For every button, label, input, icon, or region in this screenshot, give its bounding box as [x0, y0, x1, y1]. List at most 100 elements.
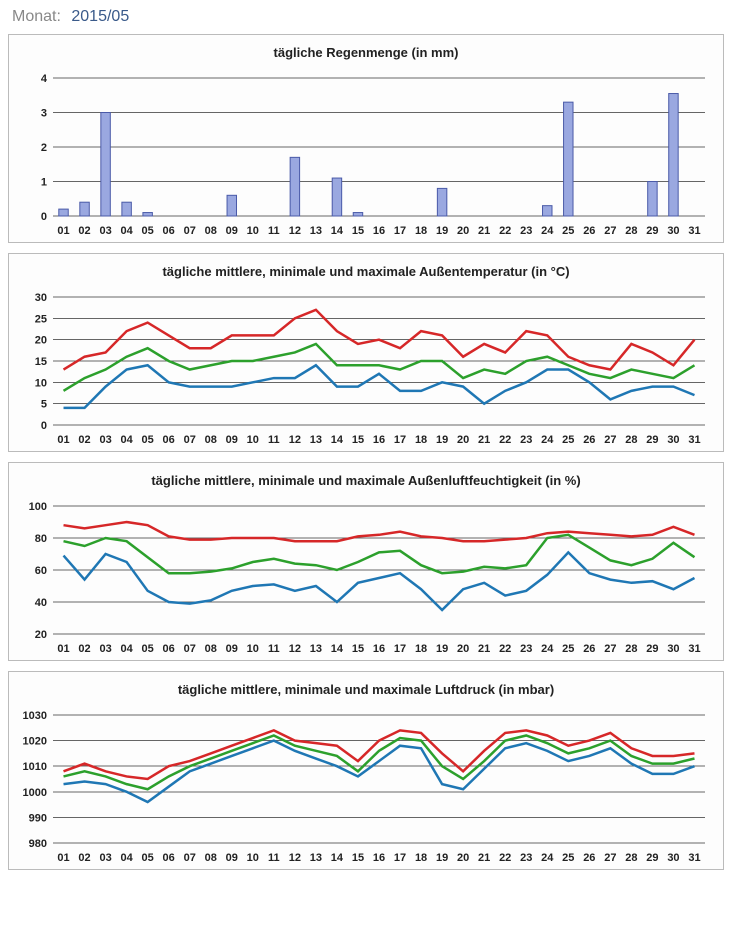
svg-text:27: 27	[604, 643, 616, 655]
header-value: 2015/05	[71, 8, 129, 25]
svg-text:04: 04	[120, 434, 133, 446]
rain-bar	[122, 202, 131, 216]
svg-text:15: 15	[352, 643, 364, 655]
svg-text:27: 27	[604, 434, 616, 446]
svg-text:26: 26	[583, 434, 595, 446]
svg-text:06: 06	[163, 852, 175, 864]
svg-text:20: 20	[457, 643, 469, 655]
svg-text:18: 18	[415, 852, 427, 864]
svg-text:07: 07	[184, 852, 196, 864]
svg-text:16: 16	[373, 852, 385, 864]
svg-text:03: 03	[99, 434, 111, 446]
svg-text:40: 40	[35, 597, 47, 609]
svg-text:1010: 1010	[23, 761, 47, 773]
svg-text:07: 07	[184, 643, 196, 655]
rain-bar	[543, 206, 552, 216]
pressure-chart: tägliche mittlere, minimale und maximale…	[8, 671, 724, 870]
svg-text:12: 12	[289, 434, 301, 446]
svg-text:29: 29	[646, 434, 658, 446]
svg-text:17: 17	[394, 434, 406, 446]
rain-bar	[332, 178, 341, 216]
svg-text:03: 03	[99, 225, 111, 237]
svg-text:17: 17	[394, 225, 406, 237]
svg-text:14: 14	[331, 852, 344, 864]
svg-text:09: 09	[226, 434, 238, 446]
svg-text:21: 21	[478, 434, 490, 446]
svg-text:0: 0	[41, 211, 47, 223]
svg-text:23: 23	[520, 225, 532, 237]
svg-text:15: 15	[352, 434, 364, 446]
rain-bar	[669, 94, 678, 216]
svg-text:18: 18	[415, 225, 427, 237]
rain-bar	[353, 213, 362, 216]
svg-text:16: 16	[373, 225, 385, 237]
svg-text:02: 02	[78, 852, 90, 864]
svg-text:05: 05	[142, 225, 154, 237]
svg-text:1: 1	[41, 177, 47, 189]
svg-text:09: 09	[226, 643, 238, 655]
svg-text:10: 10	[247, 225, 259, 237]
svg-text:31: 31	[688, 434, 700, 446]
svg-text:01: 01	[57, 225, 69, 237]
svg-text:21: 21	[478, 225, 490, 237]
humid-svg: 2040608010001020304050607080910111213141…	[15, 498, 715, 658]
svg-text:11: 11	[268, 434, 280, 446]
svg-text:12: 12	[289, 852, 301, 864]
svg-text:15: 15	[352, 225, 364, 237]
svg-text:27: 27	[604, 225, 616, 237]
svg-text:02: 02	[78, 434, 90, 446]
svg-text:5: 5	[41, 399, 47, 411]
svg-text:29: 29	[646, 852, 658, 864]
rain-bar	[437, 188, 446, 216]
svg-text:22: 22	[499, 434, 511, 446]
svg-text:20: 20	[35, 629, 47, 641]
svg-text:28: 28	[625, 434, 637, 446]
svg-text:13: 13	[310, 225, 322, 237]
svg-text:22: 22	[499, 643, 511, 655]
svg-text:02: 02	[78, 643, 90, 655]
svg-text:31: 31	[688, 643, 700, 655]
svg-text:13: 13	[310, 643, 322, 655]
temp-min-line	[64, 365, 695, 408]
svg-text:12: 12	[289, 643, 301, 655]
svg-text:24: 24	[541, 434, 554, 446]
svg-text:21: 21	[478, 643, 490, 655]
svg-text:13: 13	[310, 434, 322, 446]
svg-text:15: 15	[35, 356, 47, 368]
svg-text:0: 0	[41, 420, 47, 432]
svg-text:04: 04	[120, 852, 133, 864]
svg-text:05: 05	[142, 643, 154, 655]
rain-bar	[290, 157, 299, 216]
svg-text:23: 23	[520, 852, 532, 864]
svg-text:17: 17	[394, 643, 406, 655]
rain-bar	[227, 195, 236, 216]
svg-text:05: 05	[142, 852, 154, 864]
pressure-title: tägliche mittlere, minimale und maximale…	[15, 682, 717, 697]
svg-text:19: 19	[436, 434, 448, 446]
svg-text:100: 100	[29, 501, 47, 513]
svg-text:25: 25	[562, 643, 574, 655]
rain-bar	[59, 209, 68, 216]
svg-text:19: 19	[436, 852, 448, 864]
temp-svg: 0510152025300102030405060708091011121314…	[15, 289, 715, 449]
svg-text:22: 22	[499, 225, 511, 237]
svg-text:30: 30	[667, 852, 679, 864]
svg-text:14: 14	[331, 434, 344, 446]
svg-text:06: 06	[163, 434, 175, 446]
svg-text:07: 07	[184, 225, 196, 237]
svg-text:11: 11	[268, 643, 280, 655]
svg-text:28: 28	[625, 643, 637, 655]
svg-text:11: 11	[268, 225, 280, 237]
svg-text:980: 980	[29, 838, 47, 850]
svg-text:21: 21	[478, 852, 490, 864]
svg-text:02: 02	[78, 225, 90, 237]
svg-text:09: 09	[226, 225, 238, 237]
svg-text:31: 31	[688, 225, 700, 237]
svg-text:990: 990	[29, 812, 47, 824]
svg-text:08: 08	[205, 225, 217, 237]
svg-text:15: 15	[352, 852, 364, 864]
svg-text:29: 29	[646, 225, 658, 237]
svg-text:1020: 1020	[23, 736, 47, 748]
svg-text:08: 08	[205, 643, 217, 655]
svg-text:4: 4	[41, 73, 48, 85]
